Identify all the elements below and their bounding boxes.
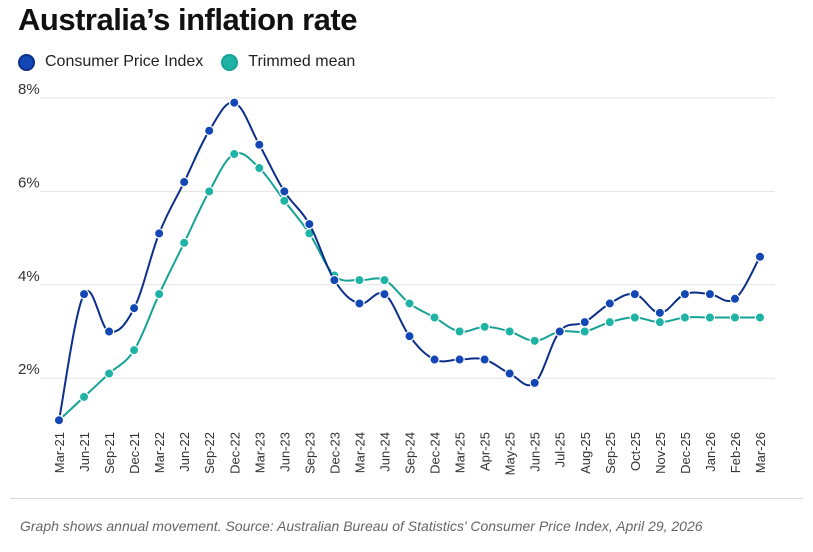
data-point-cpi bbox=[479, 354, 490, 365]
data-point-cpi bbox=[729, 293, 741, 305]
data-point-trimmed-mean bbox=[354, 274, 365, 286]
footer-divider bbox=[10, 498, 803, 499]
data-point-cpi bbox=[178, 176, 190, 188]
y-tick-label: 4% bbox=[18, 268, 40, 285]
x-tick-label: Sep-21 bbox=[102, 432, 117, 474]
data-point-cpi bbox=[529, 377, 540, 389]
x-tick-label: Mar-22 bbox=[152, 432, 167, 473]
data-point-cpi bbox=[354, 298, 365, 309]
x-tick-label: Nov-25 bbox=[653, 432, 668, 474]
data-point-trimmed-mean bbox=[529, 335, 540, 347]
x-tick-label: Dec-24 bbox=[428, 432, 443, 474]
data-point-cpi bbox=[53, 415, 65, 426]
data-point-cpi bbox=[128, 302, 140, 314]
legend-label-trimmed-mean: Trimmed mean bbox=[248, 53, 356, 70]
data-point-cpi bbox=[404, 330, 415, 342]
data-point-cpi bbox=[153, 228, 165, 239]
x-tick-label: Jun-21 bbox=[77, 432, 92, 472]
data-point-cpi bbox=[329, 274, 340, 286]
x-tick-label: Mar-24 bbox=[352, 432, 367, 473]
legend-swatch-cpi bbox=[18, 53, 35, 71]
legend-item-trimmed-mean[interactable]: Trimmed mean bbox=[221, 53, 355, 71]
data-point-cpi bbox=[629, 288, 641, 300]
x-tick-label: Jun-24 bbox=[377, 432, 392, 472]
x-tick-label: Mar-23 bbox=[252, 432, 267, 473]
legend-label-cpi: Consumer Price Index bbox=[45, 53, 204, 70]
x-tick-label: Jun-23 bbox=[277, 432, 292, 472]
y-tick-label: 8% bbox=[18, 81, 40, 98]
x-tick-label: Mar-26 bbox=[753, 432, 768, 473]
data-point-trimmed-mean bbox=[754, 312, 766, 323]
data-point-cpi bbox=[704, 288, 716, 300]
x-tick-label: Feb-26 bbox=[728, 432, 743, 473]
data-point-cpi bbox=[229, 97, 240, 108]
data-point-trimmed-mean bbox=[604, 316, 615, 328]
data-point-trimmed-mean bbox=[504, 326, 515, 337]
data-point-cpi bbox=[204, 125, 215, 136]
data-point-trimmed-mean bbox=[579, 326, 590, 337]
x-tick-label: Mar-21 bbox=[52, 432, 67, 473]
data-point-trimmed-mean bbox=[654, 316, 666, 328]
data-point-trimmed-mean bbox=[204, 186, 215, 197]
x-tick-label: Dec-22 bbox=[227, 432, 242, 474]
data-point-trimmed-mean bbox=[729, 312, 741, 323]
data-point-trimmed-mean bbox=[454, 326, 465, 337]
data-point-cpi bbox=[554, 326, 565, 337]
data-point-cpi bbox=[103, 326, 115, 337]
x-tick-label: Apr-25 bbox=[478, 432, 493, 471]
y-tick-label: 2% bbox=[18, 361, 40, 378]
data-point-trimmed-mean bbox=[629, 312, 641, 323]
data-point-cpi bbox=[429, 354, 440, 365]
x-tick-label: Jun-25 bbox=[528, 432, 543, 472]
data-point-trimmed-mean bbox=[479, 321, 490, 333]
data-point-trimmed-mean bbox=[229, 148, 240, 160]
series-line-trimmed-mean bbox=[58, 152, 760, 421]
x-tick-label: Jun-22 bbox=[177, 432, 192, 472]
x-tick-label: Dec-25 bbox=[678, 432, 693, 474]
x-tick-label: Sep-25 bbox=[603, 432, 618, 474]
data-point-trimmed-mean bbox=[404, 298, 415, 309]
x-tick-label: Sep-24 bbox=[403, 432, 418, 474]
x-tick-label: May-25 bbox=[503, 432, 518, 475]
data-point-cpi bbox=[78, 288, 90, 300]
data-point-cpi bbox=[754, 251, 766, 262]
x-tick-label: Aug-25 bbox=[578, 432, 593, 474]
data-point-cpi bbox=[279, 186, 290, 197]
data-point-trimmed-mean bbox=[429, 312, 440, 323]
x-tick-label: Jul-25 bbox=[553, 432, 568, 467]
data-point-cpi bbox=[254, 139, 265, 150]
x-tick-label: Dec-21 bbox=[127, 432, 142, 474]
chart-title: Australia’s inflation rate bbox=[18, 2, 358, 37]
data-point-trimmed-mean bbox=[254, 162, 265, 174]
data-point-trimmed-mean bbox=[379, 274, 390, 286]
data-point-trimmed-mean bbox=[178, 237, 190, 248]
x-tick-label: Dec-23 bbox=[327, 432, 342, 474]
data-point-cpi bbox=[454, 354, 465, 365]
data-point-trimmed-mean bbox=[679, 312, 691, 323]
data-point-cpi bbox=[654, 307, 666, 319]
legend: Consumer Price Index Trimmed mean bbox=[18, 53, 373, 71]
x-tick-label: Mar-25 bbox=[453, 432, 468, 473]
series-line-cpi bbox=[58, 101, 761, 421]
data-point-trimmed-mean bbox=[153, 288, 165, 300]
chart-caption: Graph shows annual movement. Source: Aus… bbox=[20, 518, 703, 534]
data-point-cpi bbox=[604, 298, 615, 309]
x-tick-label: Sep-23 bbox=[302, 432, 317, 474]
line-chart: 2% 4% 6% 8% Mar-21 Jun-21 Sep-21 Dec-21 Mar-22 Ju… bbox=[18, 81, 775, 475]
y-tick-label: 6% bbox=[18, 174, 40, 191]
x-tick-label: Jan-26 bbox=[703, 432, 718, 472]
data-point-cpi bbox=[379, 288, 390, 300]
x-tick-label: Sep-22 bbox=[202, 432, 217, 474]
data-point-trimmed-mean bbox=[78, 391, 90, 403]
legend-swatch-trimmed-mean bbox=[221, 53, 239, 71]
data-point-trimmed-mean bbox=[103, 368, 115, 379]
data-point-cpi bbox=[579, 316, 590, 328]
data-point-cpi bbox=[504, 368, 515, 379]
x-tick-label: Oct-25 bbox=[628, 432, 643, 471]
data-point-cpi bbox=[304, 218, 315, 230]
data-point-trimmed-mean bbox=[128, 344, 140, 356]
legend-item-cpi[interactable]: Consumer Price Index bbox=[18, 53, 203, 71]
data-point-cpi bbox=[679, 288, 691, 300]
data-point-trimmed-mean bbox=[704, 312, 716, 323]
